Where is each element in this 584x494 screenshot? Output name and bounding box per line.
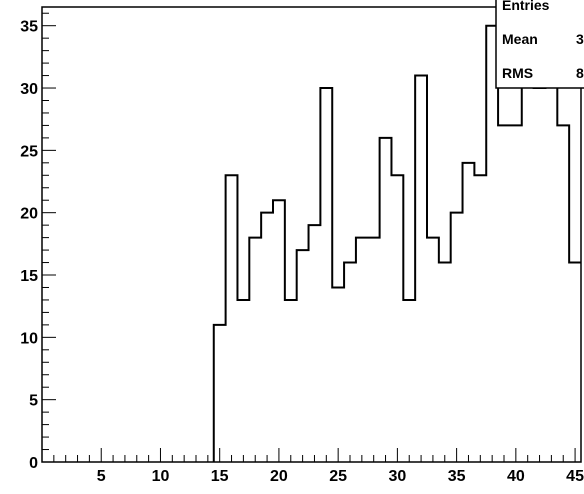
y-tick-label: 25 xyxy=(20,143,38,160)
x-tick-label: 35 xyxy=(448,468,466,485)
x-tick-label: 20 xyxy=(270,468,288,485)
x-tick-label: 15 xyxy=(211,468,229,485)
y-tick-label: 35 xyxy=(20,19,38,36)
stats-box-frame xyxy=(495,0,584,89)
y-tick-label: 30 xyxy=(20,81,38,98)
plot-frame xyxy=(41,6,582,463)
stats-box: Entries Mean 3 RMS 8 xyxy=(495,0,584,89)
stats-value: 3 xyxy=(576,31,584,47)
y-tick-label: 15 xyxy=(20,268,38,285)
axis-ticks xyxy=(42,12,576,462)
stats-label: Entries xyxy=(502,0,550,13)
histogram-outline xyxy=(212,24,581,462)
x-tick-label: 25 xyxy=(329,468,347,485)
x-tick-label: 30 xyxy=(388,468,406,485)
x-tick-label: 45 xyxy=(566,468,584,485)
x-tick-label: 40 xyxy=(507,468,525,485)
x-tick-label: 10 xyxy=(152,468,170,485)
stats-value: 8 xyxy=(576,65,584,81)
tick-labels: 5 10 15 20 25 30 35 40 45 0 5 10 15 20 25 30 35 xyxy=(20,19,584,485)
y-tick-label: 20 xyxy=(20,206,38,223)
stats-label: Mean xyxy=(502,31,538,47)
x-tick-label: 5 xyxy=(97,468,106,485)
y-tick-label: 10 xyxy=(20,330,38,347)
stats-label: RMS xyxy=(502,65,533,81)
y-tick-label: 5 xyxy=(29,393,38,410)
y-tick-label: 0 xyxy=(29,455,38,472)
